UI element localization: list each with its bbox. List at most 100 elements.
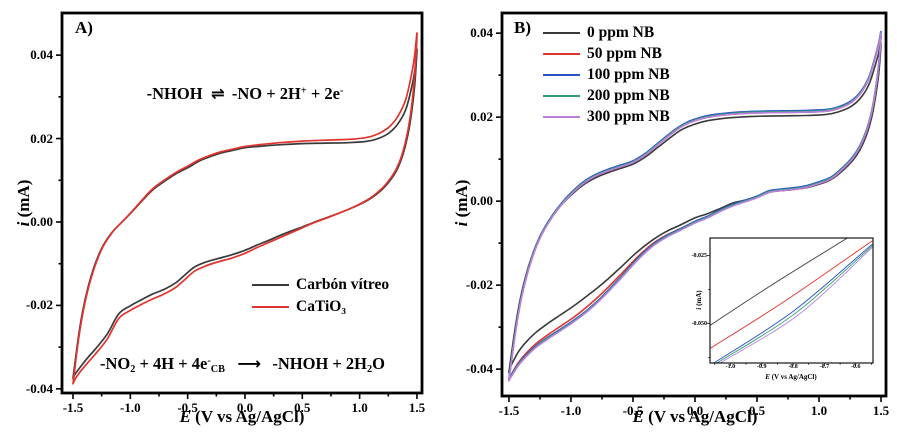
legend-item-catio3: CaTiO₃ (252, 298, 346, 316)
y-title-symbol: i (695, 307, 703, 310)
equation-text: O (372, 354, 385, 373)
y-tick-label: 0.00 (470, 193, 493, 209)
cv-curve-0-ppm-nb (710, 237, 848, 326)
legend-line-300ppm (543, 115, 580, 119)
legend-label-100ppm: 100 ppm NB (587, 66, 670, 83)
reaction-arrow: ⇌ (210, 84, 225, 103)
legend-item-300ppm: 300 ppm NB (543, 108, 670, 126)
y-tick-label: 0.04 (470, 25, 493, 41)
y-tick-label: -0.02 (465, 277, 493, 293)
x-tick-label: 1.0 (810, 403, 828, 418)
cv-curve-catio (72, 32, 418, 385)
panel-a-x-axis-title: E (V vs Ag/AgCl) (122, 407, 362, 427)
legend-label-50ppm: 50 ppm NB (587, 45, 662, 62)
cv-curve-100-ppm-nb (714, 243, 873, 363)
panel-b-x-axis-title: E (V vs Ag/AgCl) (575, 407, 815, 427)
x-tick-label: 0.5 (748, 403, 766, 418)
equation-text: + 4H + 4e (135, 354, 208, 373)
inset-y-axis-title: i (mA) (695, 290, 703, 309)
legend-label-200ppm: 200 ppm NB (587, 87, 670, 104)
y-tick-label: -0.04 (465, 361, 493, 377)
x-tick-label: 1.0 (351, 400, 368, 415)
equation-text: 2 (367, 364, 373, 376)
panel-b-letter: B) (514, 18, 531, 37)
y-title-units: (mA) (452, 179, 471, 222)
legend-label-300ppm: 300 ppm NB (587, 108, 670, 125)
legend-line-carbon-vitreo (252, 283, 289, 287)
equation-text (224, 84, 232, 103)
equation-text: + 2e (306, 84, 340, 103)
cv-curve-300-ppm-nb (720, 247, 873, 363)
x-tick-label: -1.0 (560, 403, 582, 418)
reduction-equation: -NO2 + 4H + 4e-CB ⟶ -NHOH + 2H2O (95, 354, 390, 375)
cv-curve-200-ppm-nb (717, 245, 873, 363)
equation-text: + (300, 85, 307, 97)
axes-frame (709, 237, 874, 364)
panel-b-plot-canvas (496, 11, 888, 402)
legend-label-catio3: CaTiO₃ (296, 298, 347, 315)
x-title-units: (V vs Ag/AgCl) (190, 407, 305, 426)
equation-text: -NO + 2H (231, 84, 301, 103)
axes-frame (500, 11, 888, 398)
legend-line-50ppm (543, 52, 580, 56)
y-title-symbol: i (452, 221, 471, 227)
legend-item-200ppm: 200 ppm NB (543, 87, 670, 105)
inset-plot-canvas (707, 237, 874, 366)
x-title-units: (V vs Ag/AgCl) (769, 373, 817, 381)
legend-label-0ppm: 0 ppm NB (587, 24, 655, 41)
panel-b: B) 0 ppm NB 50 ppm NB 100 ppm NB 200 ppm… (450, 0, 897, 442)
x-tick-label: -0.6 (851, 364, 861, 370)
cv-curve-0-ppm-nb (508, 41, 882, 374)
oxidation-equation: -NHOH ⇌ -NO + 2H+ + 2e- (120, 84, 370, 104)
x-tick-label: -0.9 (756, 364, 767, 370)
x-tick-label: 1.5 (408, 400, 426, 415)
legend-line-0ppm (543, 31, 580, 35)
y-tick-label: -0.025 (691, 252, 708, 259)
x-tick-label: -1.0 (725, 364, 736, 370)
x-tick-label: -0.7 (819, 364, 830, 370)
panel-a-plot-canvas (56, 11, 424, 399)
x-title-units: (V vs Ag/AgCl) (643, 407, 758, 426)
equation-text (260, 354, 272, 373)
y-tick-label: -0.02 (25, 297, 53, 313)
inset-x-axis-title: E (V vs Ag/AgCl) (741, 373, 841, 381)
y-tick-label: 0.02 (470, 109, 493, 125)
equation-text: 2 (130, 364, 136, 376)
panel-b-y-axis-title: i (mA) (452, 180, 472, 227)
cv-curve-300-ppm-nb (508, 32, 882, 382)
legend-line-100ppm (543, 73, 580, 77)
x-tick-label: -0.5 (622, 403, 644, 418)
x-tick-label: 0.0 (686, 403, 704, 418)
legend-label-carbon-vitreo: Carbón vítreo (296, 276, 390, 293)
legend-item-100ppm: 100 ppm NB (543, 66, 670, 84)
x-tick-label: -1.5 (498, 403, 520, 418)
x-tick-label: -1.5 (62, 400, 84, 415)
axes-frame (60, 11, 424, 395)
equation-text (225, 354, 237, 373)
x-tick-label: -0.8 (788, 364, 798, 370)
y-tick-label: -0.050 (691, 320, 708, 327)
y-title-units: (mA) (695, 290, 703, 308)
equation-text: - (339, 85, 344, 97)
reaction-arrow: ⟶ (237, 354, 261, 373)
x-tick-label: 0.5 (294, 400, 311, 415)
x-title-symbol: E (765, 373, 770, 381)
x-tick-label: -1.0 (120, 400, 141, 415)
cv-curve-50-ppm-nb (710, 240, 873, 349)
equation-text: CB (210, 364, 225, 376)
equation-text: -NHOH (146, 84, 203, 103)
legend-line-200ppm (543, 94, 580, 98)
legend-item-0ppm: 0 ppm NB (543, 24, 654, 42)
equation-text: -NO (100, 354, 131, 373)
x-title-symbol: E (179, 407, 191, 426)
equation-text: -NHOH + 2H (272, 354, 368, 373)
y-tick-label: 0.02 (30, 130, 53, 146)
equation-text: - (207, 355, 211, 367)
equation-text (203, 84, 211, 103)
panel-a: A) -NHOH ⇌ -NO + 2H+ + 2e- -NO2 + 4H + 4… (14, 11, 426, 427)
inset-plot: E (V vs Ag/AgCl) i (mA) -1.0 -0.9 -0.8 -0.7… (691, 233, 897, 393)
y-tick-label: 0.04 (30, 47, 53, 63)
x-tick-label: -0.5 (177, 400, 198, 415)
y-tick-label: -0.04 (25, 380, 53, 396)
